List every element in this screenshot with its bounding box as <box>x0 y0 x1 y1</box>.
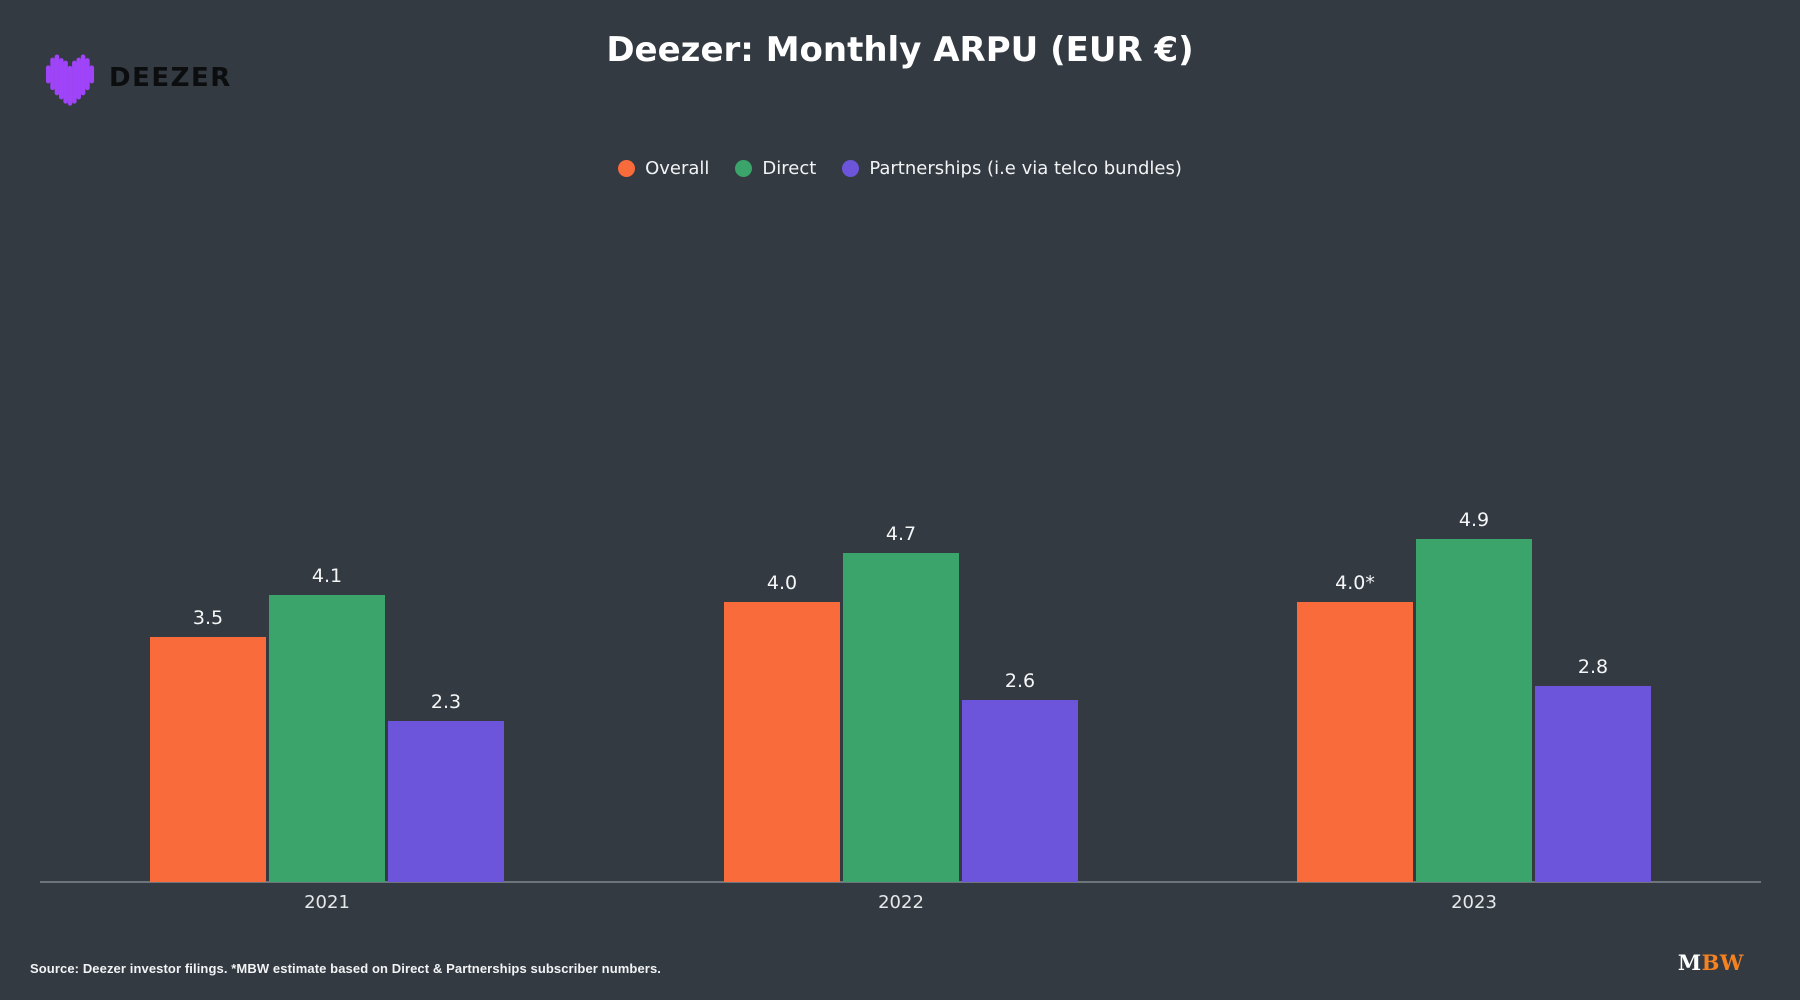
deezer-logo: DEEZER <box>44 50 232 106</box>
bar-2021-partnerships <box>388 721 504 882</box>
bar-value-label: 2.6 <box>1004 670 1036 692</box>
legend-dot-overall-icon <box>618 160 636 177</box>
bar-2021-direct <box>269 595 385 882</box>
legend-label: Partnerships (i.e via telco bundles) <box>869 158 1182 179</box>
legend-item-overall: Overall <box>618 158 709 179</box>
bar-value-label: 4.9 <box>1458 509 1490 531</box>
legend-item-partnerships: Partnerships (i.e via telco bundles) <box>842 158 1182 179</box>
bar-2022-direct <box>843 553 959 882</box>
legend-dot-partnerships-icon <box>842 160 860 177</box>
mbw-logo-bw: BW <box>1701 950 1744 975</box>
legend-label: Overall <box>645 158 710 179</box>
bar-2022-overall <box>724 602 840 882</box>
x-tick-label: 2022 <box>878 892 924 913</box>
bar-2022-partnerships <box>962 700 1078 882</box>
legend-label: Direct <box>762 158 817 179</box>
legend-dot-direct-icon <box>735 160 753 177</box>
deezer-heart-icon <box>44 50 96 106</box>
bar-value-label: 4.7 <box>885 523 917 545</box>
x-tick-label: 2023 <box>1451 892 1497 913</box>
bar-value-label: 2.8 <box>1577 656 1609 678</box>
bar-2021-overall <box>150 637 266 882</box>
mbw-logo-m: M <box>1677 950 1702 975</box>
bar-2023-direct <box>1416 539 1532 882</box>
mbw-logo: MBW <box>1678 950 1744 975</box>
bar-2023-overall <box>1297 602 1413 882</box>
bar-value-label: 4.0* <box>1335 572 1375 594</box>
x-axis-line <box>40 881 1761 883</box>
deezer-wordmark: DEEZER <box>109 63 232 93</box>
bar-value-label: 4.1 <box>311 565 343 587</box>
source-note: Source: Deezer investor filings. *MBW es… <box>30 961 661 976</box>
bar-2023-partnerships <box>1535 686 1651 882</box>
bar-value-label: 4.0 <box>766 572 798 594</box>
x-tick-label: 2021 <box>304 892 350 913</box>
bar-value-label: 2.3 <box>430 691 462 713</box>
chart-legend: Overall Direct Partnerships (i.e via tel… <box>0 158 1800 179</box>
bar-value-label: 3.5 <box>192 607 224 629</box>
legend-item-direct: Direct <box>735 158 816 179</box>
page-title: Deezer: Monthly ARPU (EUR €) <box>606 30 1194 70</box>
